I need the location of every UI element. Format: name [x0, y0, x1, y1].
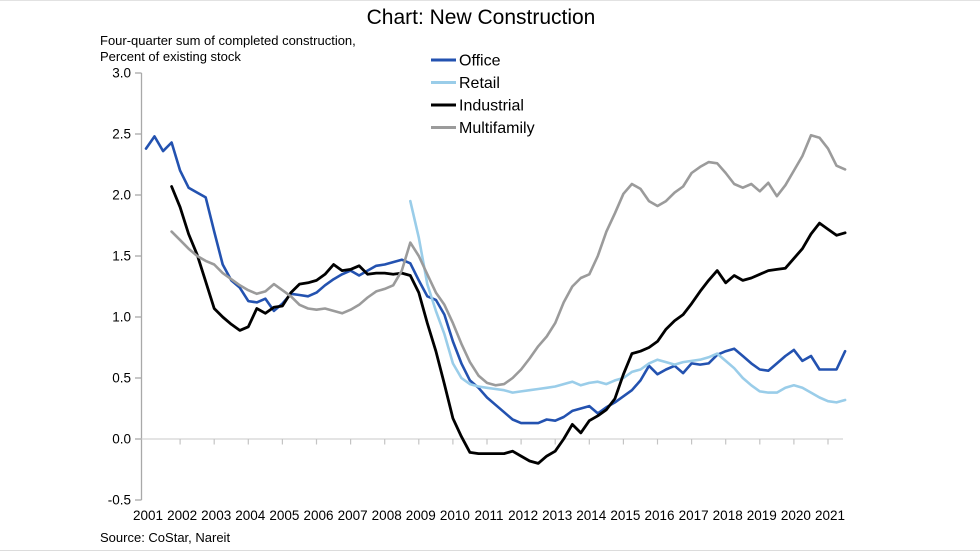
x-tick-label: 2003	[201, 508, 231, 523]
legend-label-retail: Retail	[459, 75, 500, 92]
x-tick-label: 2002	[167, 508, 197, 523]
series-lines	[144, 133, 847, 465]
x-tick-label: 2006	[303, 508, 333, 523]
x-tick-label: 2012	[508, 508, 538, 523]
x-tick-label: 2010	[440, 508, 470, 523]
zero-gridline	[141, 438, 843, 445]
x-tick-label: 2005	[269, 508, 299, 523]
x-tick-label: 2013	[542, 508, 572, 523]
legend-item-multifamily: Multifamily	[431, 120, 535, 137]
chart-title: Chart: New Construction	[367, 6, 596, 29]
x-tick-label: 2007	[338, 508, 368, 523]
legend-item-retail: Retail	[431, 75, 500, 92]
retail-series-line	[408, 199, 847, 404]
legend-label-office: Office	[459, 53, 501, 70]
x-tick-label: 2011	[474, 508, 503, 523]
y-tick-label: 3.0	[112, 66, 131, 81]
chart-subtitle-line2: Percent of existing stock	[100, 49, 241, 64]
x-tick-label: 2017	[679, 508, 709, 523]
legend-label-multifamily: Multifamily	[459, 120, 535, 137]
legend-item-industrial: Industrial	[431, 98, 524, 115]
legend-label-industrial: Industrial	[459, 98, 524, 115]
y-tick-label: 2.0	[112, 188, 131, 203]
y-tick-label: -0.5	[108, 493, 131, 508]
y-axis: 3.0 2.5 2.0 1.5 1.0 0.5 0.0 -0.5	[108, 66, 143, 508]
x-axis-labels: 2001 2002 2003 2004 2005 2006 2007 2008 2009 2010…	[133, 508, 845, 523]
legend: Office Retail Industrial Multifamily	[431, 53, 535, 137]
x-tick-label: 2019	[747, 508, 777, 523]
source-note: Source: CoStar, Nareit	[100, 530, 230, 545]
x-tick-label: 2020	[781, 508, 811, 523]
office-series-line	[144, 135, 847, 425]
legend-item-office: Office	[431, 53, 501, 70]
x-tick-label: 2014	[576, 508, 607, 523]
x-tick-label: 2009	[406, 508, 436, 523]
y-tick-label: 2.5	[112, 127, 131, 142]
y-tick-label: 1.0	[112, 310, 131, 325]
y-tick-label: 0.0	[112, 432, 131, 447]
multifamily-series-line	[170, 133, 847, 387]
x-tick-label: 2001	[133, 508, 163, 523]
x-tick-label: 2018	[713, 508, 743, 523]
x-tick-label: 2008	[372, 508, 402, 523]
x-tick-label: 2015	[610, 508, 640, 523]
y-tick-label: 1.5	[112, 249, 131, 264]
x-tick-label: 2004	[235, 508, 266, 523]
x-tick-label: 2021	[815, 508, 845, 523]
y-tick-label: 0.5	[112, 371, 131, 386]
industrial-series-line	[170, 185, 847, 465]
x-tick-label: 2016	[644, 508, 674, 523]
chart-subtitle-line1: Four-quarter sum of completed constructi…	[100, 33, 356, 48]
